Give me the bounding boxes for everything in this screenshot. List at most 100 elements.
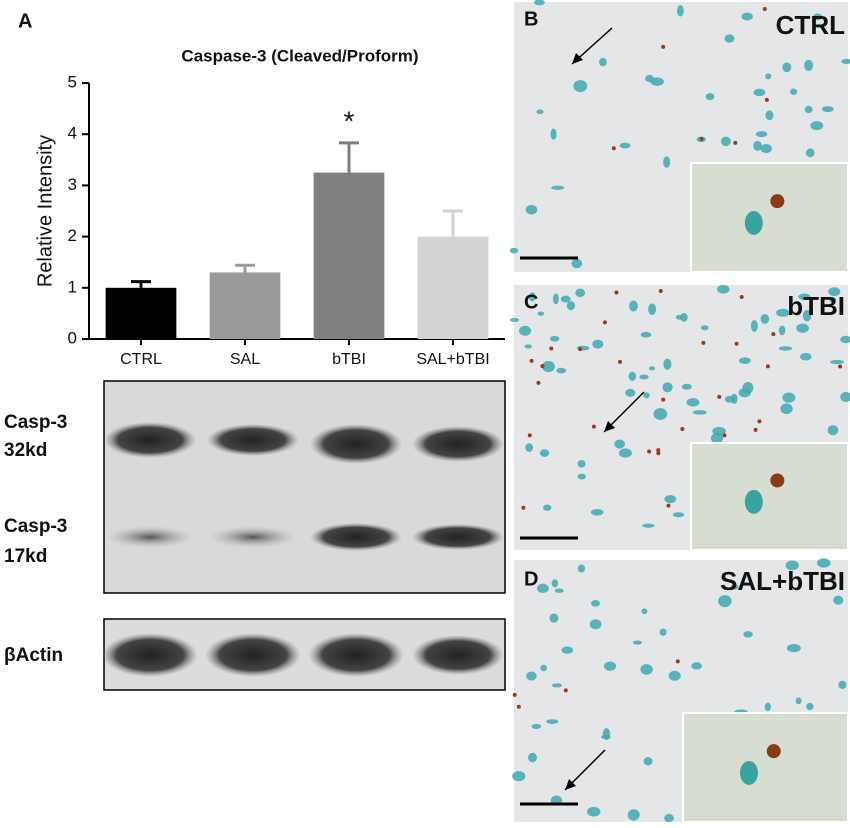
nucleus — [645, 74, 654, 83]
nucleus — [543, 504, 552, 511]
nucleus — [591, 600, 600, 607]
nucleus — [739, 357, 751, 364]
bar — [313, 172, 385, 339]
nucleus — [668, 670, 681, 681]
y-tick-label: 0 — [68, 328, 77, 347]
nucleus — [840, 335, 850, 344]
stained-cell — [512, 692, 517, 697]
micrograph-label: SAL+bTBI — [720, 566, 845, 596]
nucleus — [653, 408, 668, 420]
stained-cell — [591, 424, 596, 429]
stained-cell — [529, 358, 534, 363]
nucleus — [810, 121, 824, 131]
stained-cell — [602, 320, 607, 325]
inset-cell — [740, 760, 758, 785]
nucleus — [560, 295, 571, 303]
nucleus — [821, 106, 834, 113]
nucleus — [599, 57, 607, 67]
nucleus — [642, 523, 655, 528]
nucleus — [753, 140, 762, 151]
x-tick-label: bTBI — [332, 351, 366, 368]
nucleus — [686, 398, 700, 407]
stained-cell — [521, 505, 526, 510]
nucleus — [755, 131, 768, 138]
nucleus — [786, 643, 801, 653]
nucleus — [830, 359, 845, 365]
y-tick-label: 2 — [68, 226, 77, 245]
y-tick-label: 5 — [68, 72, 77, 91]
blot-label: Casp-3 — [4, 516, 67, 537]
nucleus — [509, 317, 520, 323]
nucleus — [785, 560, 799, 571]
nucleus — [742, 381, 754, 394]
micrograph-label: CTRL — [776, 10, 845, 40]
nucleus — [551, 185, 565, 190]
y-tick-label: 1 — [68, 277, 77, 296]
nucleus — [573, 80, 588, 93]
nucleus — [627, 809, 640, 821]
nucleus — [718, 595, 732, 608]
y-axis-label: Relative Intensity — [34, 135, 56, 287]
stained-cell — [699, 136, 704, 141]
nucleus — [509, 247, 519, 254]
nucleus — [546, 719, 559, 724]
nucleus — [778, 325, 786, 336]
nucleus — [829, 296, 837, 304]
nucleus — [554, 588, 564, 593]
nucleus — [528, 292, 536, 302]
nucleus — [805, 148, 815, 158]
stained-cell — [753, 427, 758, 432]
arrow-head — [572, 53, 583, 64]
bar — [105, 287, 177, 339]
nucleus — [577, 473, 586, 480]
nucleus — [640, 331, 652, 338]
panel-label: A — [18, 10, 32, 32]
stained-cell — [764, 97, 769, 102]
micrographs — [509, 0, 850, 823]
nucleus — [731, 584, 739, 590]
blot-label: βActin — [4, 645, 63, 666]
x-tick-label: SAL+bTBI — [416, 351, 489, 368]
bar-chart: 0 1 2 3 4 5 CTRL SAL bTBI SAL+bTBI * — [68, 72, 505, 368]
inset-cell — [744, 489, 763, 514]
arrow-head — [565, 779, 576, 790]
nucleus — [640, 664, 653, 675]
nucleus — [675, 314, 683, 320]
nucleus — [551, 579, 559, 588]
nucleus — [664, 495, 677, 504]
nucleus — [806, 702, 814, 711]
stained-cell — [661, 397, 666, 402]
nucleus — [628, 371, 637, 381]
nucleus — [710, 433, 723, 444]
nucleus — [705, 93, 715, 101]
nucleus — [802, 310, 812, 322]
error-bar — [443, 209, 463, 237]
stained-cell — [614, 290, 619, 295]
stained-cell — [527, 433, 532, 438]
inset — [682, 712, 849, 823]
nucleus — [629, 300, 638, 312]
nucleus — [813, 13, 823, 21]
stained-cell — [516, 704, 521, 709]
x-tick-label: CTRL — [120, 351, 162, 368]
nucleus — [643, 392, 650, 399]
blot-bands — [104, 422, 504, 551]
nucleus — [790, 88, 798, 95]
stained-cell — [618, 359, 623, 364]
nucleus — [720, 136, 731, 147]
y-tick-label: 4 — [68, 124, 77, 143]
stained-cell — [734, 341, 739, 346]
nucleus — [603, 661, 617, 671]
nucleus — [587, 806, 601, 817]
stained-cell — [722, 433, 727, 438]
nucleus — [804, 105, 813, 114]
stained-cell — [838, 364, 843, 369]
nucleus — [782, 392, 796, 403]
stained-cell — [563, 688, 568, 693]
nucleus — [776, 308, 790, 317]
nucleus — [691, 662, 702, 670]
nucleus — [760, 144, 772, 154]
stained-cell — [647, 449, 652, 454]
nucleus — [765, 73, 772, 80]
nucleus — [552, 293, 559, 305]
